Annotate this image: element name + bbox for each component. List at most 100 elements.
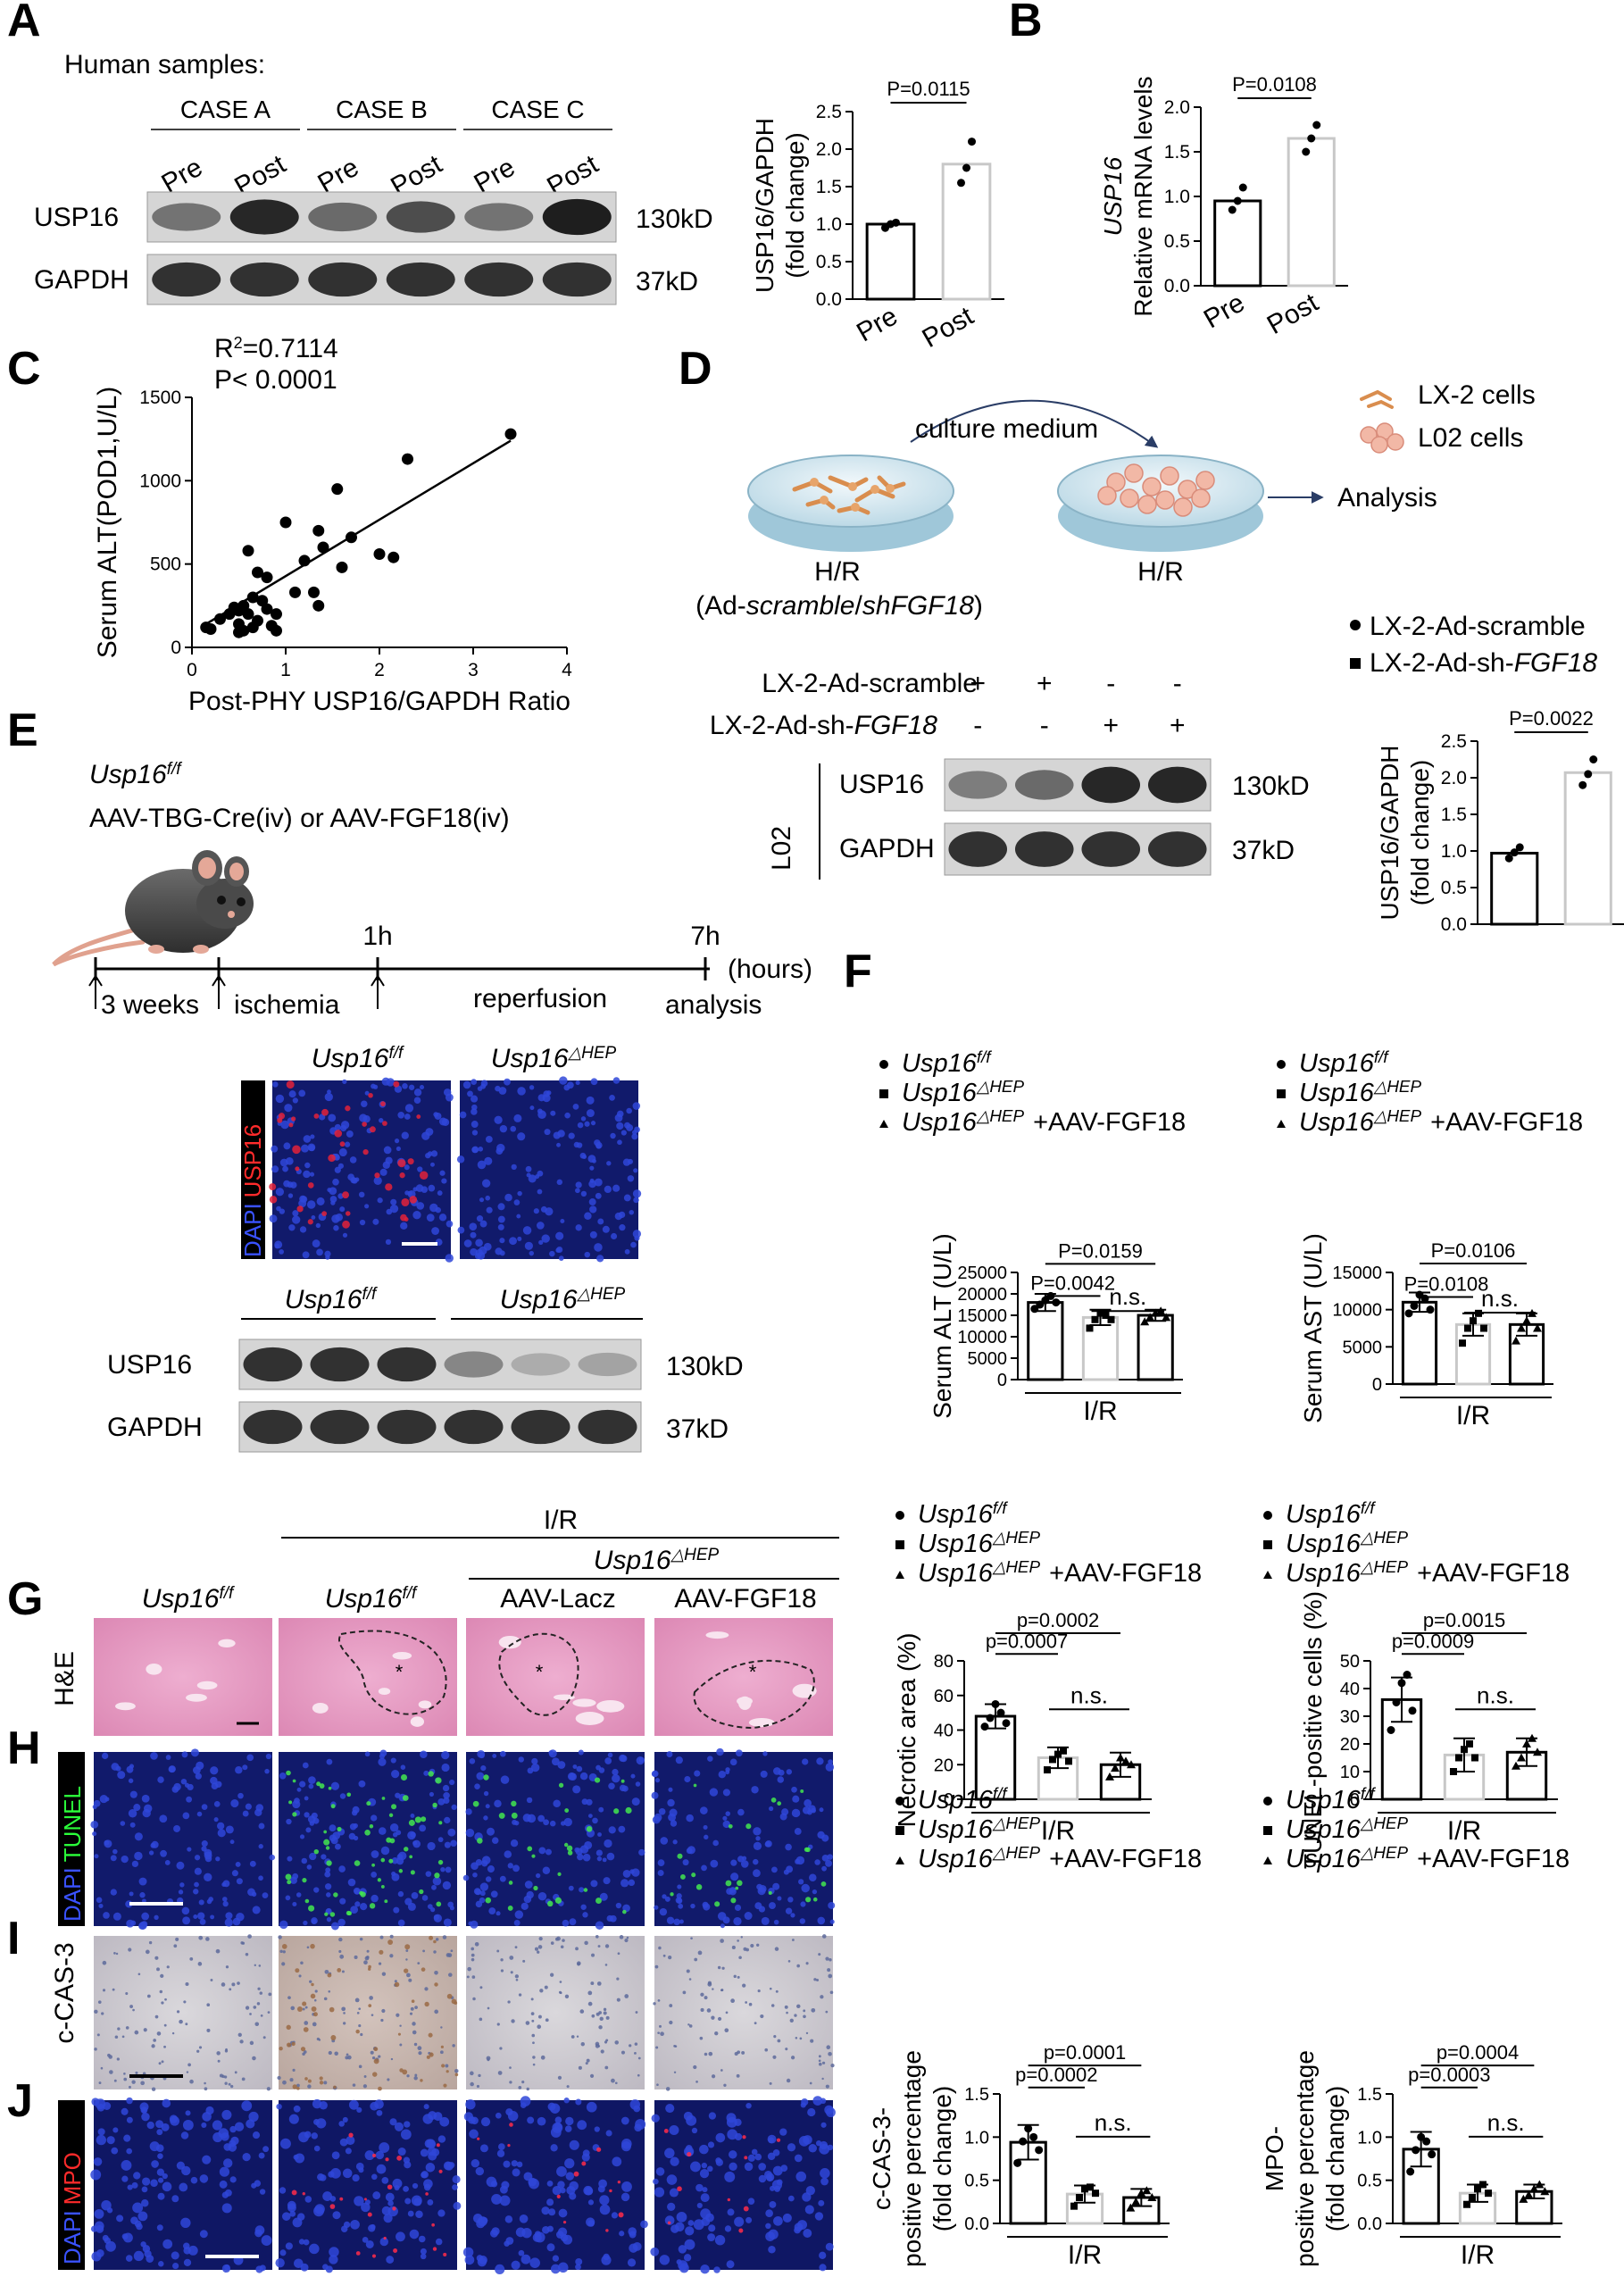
cas3-signal: [404, 1944, 411, 1950]
nucleus: [380, 1846, 390, 1856]
nucleus: [669, 1808, 678, 1817]
cas3-signal: [372, 2072, 378, 2077]
nucleus: [521, 2254, 531, 2264]
tunel-signal: [308, 1905, 315, 1912]
data-point: [986, 1714, 995, 1722]
cas3-nucleus: [708, 2051, 713, 2056]
nucleus: [595, 1849, 603, 1856]
cas3-nucleus: [497, 2071, 503, 2075]
nucleus: [531, 1757, 538, 1765]
nucleus: [99, 1795, 108, 1804]
nucleus: [654, 2187, 665, 2198]
nucleus: [495, 2264, 505, 2275]
nucleus: [289, 1876, 297, 1884]
nucleus: [420, 2248, 427, 2255]
nucleus: [327, 1089, 331, 1095]
y-axis-label: Serum ALT(POD1,U/L): [93, 387, 122, 659]
nucleus: [483, 1815, 488, 1821]
tunel-signal: [421, 1816, 427, 1822]
data-point: [1091, 1315, 1099, 1323]
nucleus: [129, 1822, 136, 1828]
nucleus: [567, 1772, 576, 1781]
x-tick-label: 2: [374, 660, 385, 680]
cas3-signal: [429, 1935, 434, 1940]
usp16-signal: [393, 1080, 400, 1088]
nucleus: [352, 2173, 360, 2182]
nucleus: [795, 1858, 801, 1864]
nucleus: [786, 1865, 794, 1873]
nucleus: [578, 1749, 584, 1756]
nucleus: [210, 1766, 219, 1775]
y-tick-label: 30: [1340, 1707, 1360, 1727]
nucleus: [560, 2187, 566, 2194]
nucleus: [390, 1757, 396, 1764]
blot-d-band: [948, 831, 1008, 867]
usp16-signal: [382, 1121, 387, 1126]
cas3-nucleus: [292, 2068, 296, 2072]
nucleus: [449, 1779, 455, 1786]
nucleus: [478, 1146, 484, 1152]
nucleus: [383, 1146, 392, 1155]
nucleus: [655, 2167, 665, 2176]
cas3-nucleus: [737, 1939, 739, 1942]
nucleus: [505, 2108, 513, 2116]
cas3-nucleus: [657, 2031, 660, 2035]
nucleus: [588, 1198, 596, 1206]
cas3-nucleus: [224, 2081, 228, 2085]
usp16-signal: [401, 1197, 410, 1207]
nucleus: [580, 1116, 587, 1122]
nucleus: [247, 1888, 255, 1897]
cas3-nucleus: [249, 2013, 252, 2015]
nucleus: [342, 1079, 347, 1084]
nucleus: [690, 2161, 701, 2173]
nucleus: [452, 2184, 458, 2190]
nucleus: [564, 2158, 575, 2169]
data-point: [1512, 1761, 1520, 1770]
nucleus: [565, 2116, 574, 2126]
nucleus: [780, 2164, 788, 2173]
nucleus: [415, 1184, 424, 1192]
cas3-nucleus: [665, 2087, 670, 2091]
nucleus: [110, 1889, 117, 1896]
nucleus: [162, 2173, 168, 2180]
nucleus: [310, 1172, 315, 1177]
cas3-nucleus: [121, 2035, 125, 2039]
nucleus: [303, 1135, 312, 1143]
nucleus: [753, 1841, 762, 1851]
y-tick-label: 0: [997, 1371, 1007, 1390]
cas3-signal: [443, 2083, 447, 2088]
nucleus: [676, 2211, 687, 2223]
sign-row1: +: [1037, 669, 1053, 698]
nucleus: [373, 1176, 382, 1185]
data-point: [1096, 1309, 1104, 1317]
nucleus: [338, 2121, 345, 2127]
nucleus: [794, 2154, 803, 2163]
nucleus: [301, 1857, 308, 1864]
nucleus: [670, 2156, 679, 2166]
nucleus: [316, 1248, 323, 1256]
cas3-nucleus: [268, 1992, 272, 1997]
nucleus: [675, 1897, 682, 1904]
nucleus: [170, 2115, 180, 2126]
nucleus: [141, 1912, 150, 1921]
usp16-signal: [269, 1196, 278, 1204]
cas3-nucleus: [360, 2032, 363, 2037]
nucleus: [565, 2172, 575, 2181]
nucleus: [292, 1097, 298, 1104]
cas3-nucleus: [830, 2064, 835, 2068]
nucleus: [747, 2154, 755, 2162]
nucleus: [792, 1795, 800, 1803]
cas3-nucleus: [518, 2086, 522, 2089]
nucleus: [324, 1250, 331, 1257]
cas3-nucleus: [720, 1989, 723, 1992]
nucleus: [180, 1778, 187, 1785]
cas3-nucleus: [454, 2069, 459, 2073]
nucleus: [575, 1181, 582, 1189]
blot-e-band: [578, 1409, 637, 1445]
blot-e-band: [578, 1352, 637, 1377]
nucleus: [93, 2157, 103, 2166]
nucleus: [690, 1903, 695, 1909]
nucleus: [620, 2192, 630, 2202]
cas3-nucleus: [737, 2050, 741, 2055]
cas3-nucleus: [576, 2035, 579, 2038]
